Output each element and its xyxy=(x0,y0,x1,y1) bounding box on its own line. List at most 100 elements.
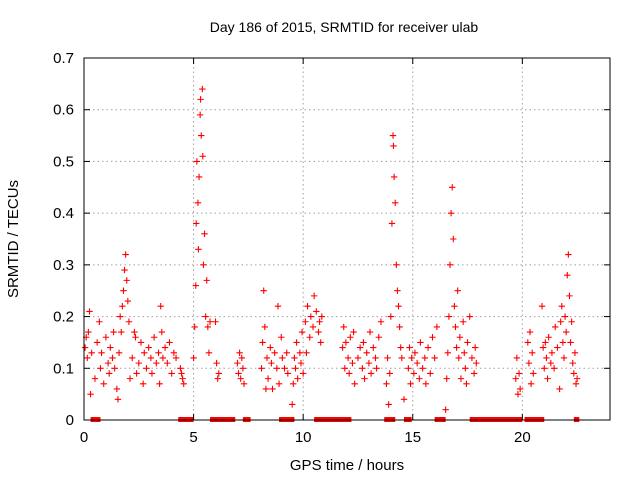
data-point xyxy=(400,396,408,403)
data-point xyxy=(307,313,315,320)
data-point xyxy=(547,359,555,367)
data-point xyxy=(365,359,373,367)
y-tick-label: 0.5 xyxy=(53,153,74,170)
data-point xyxy=(206,318,214,325)
data-point xyxy=(342,339,350,346)
data-point xyxy=(390,173,398,181)
x-tick-label: 20 xyxy=(514,429,531,446)
data-point xyxy=(464,339,471,346)
data-point xyxy=(96,318,103,325)
data-point xyxy=(527,380,535,387)
data-point xyxy=(556,385,563,393)
data-point xyxy=(360,339,367,346)
axis-ticks: 0 0.1 0.2 0.3 0.4 0.5 0.6 0.7 0 5 10 15 20 xyxy=(53,50,610,446)
data-point xyxy=(433,323,441,331)
data-point xyxy=(262,385,270,393)
data-point xyxy=(457,375,465,382)
data-point xyxy=(122,251,129,258)
data-point xyxy=(289,401,296,408)
data-point xyxy=(372,354,379,362)
data-point xyxy=(367,370,375,377)
data-point xyxy=(193,220,200,227)
data-point xyxy=(552,323,559,331)
data-point xyxy=(283,349,290,356)
data-point xyxy=(129,354,136,362)
data-point xyxy=(344,354,352,362)
data-point xyxy=(568,318,575,325)
data-point xyxy=(313,308,320,315)
data-point xyxy=(133,370,140,377)
data-point xyxy=(454,287,461,294)
y-tick-label: 0.4 xyxy=(53,205,74,222)
data-point xyxy=(179,375,186,382)
data-point xyxy=(203,277,210,284)
data-point xyxy=(275,380,283,387)
data-point xyxy=(304,303,311,310)
data-point xyxy=(137,339,145,346)
data-point xyxy=(456,334,464,341)
data-point xyxy=(98,349,105,356)
data-point xyxy=(569,359,576,367)
data-point xyxy=(135,359,142,367)
data-point xyxy=(373,365,380,372)
data-point xyxy=(215,370,222,377)
data-point xyxy=(572,380,580,387)
data-point xyxy=(114,396,122,403)
data-point xyxy=(351,380,358,387)
data-point xyxy=(393,261,400,269)
data-point xyxy=(131,328,138,336)
x-tick-label: 10 xyxy=(295,429,312,446)
data-point xyxy=(570,370,578,377)
data-point xyxy=(125,318,133,325)
data-point xyxy=(410,370,418,377)
data-point xyxy=(273,365,281,372)
data-point xyxy=(413,359,421,367)
data-point xyxy=(238,354,245,362)
data-point xyxy=(118,328,125,336)
data-point xyxy=(139,380,147,387)
data-point xyxy=(445,313,453,320)
data-point xyxy=(571,349,579,356)
data-point xyxy=(397,344,404,351)
data-point xyxy=(148,370,156,377)
data-point xyxy=(145,344,152,351)
data-point xyxy=(274,303,282,310)
data-point xyxy=(120,287,127,294)
data-point xyxy=(81,344,89,351)
data-point xyxy=(212,318,219,325)
data-point xyxy=(524,339,532,346)
data-point xyxy=(359,365,366,372)
y-tick-label: 0.2 xyxy=(53,309,74,326)
data-point xyxy=(383,380,390,387)
data-point xyxy=(97,365,104,372)
data-point xyxy=(269,385,276,393)
data-point xyxy=(443,375,450,382)
data-point xyxy=(472,344,479,351)
data-point xyxy=(302,318,309,325)
data-point xyxy=(530,370,537,377)
data-point xyxy=(388,220,396,227)
data-point xyxy=(111,365,118,372)
data-point xyxy=(431,354,438,362)
data-point xyxy=(396,323,403,331)
data-point xyxy=(525,359,533,367)
y-tick-label: 0.3 xyxy=(53,257,74,274)
data-point xyxy=(198,132,205,139)
data-point xyxy=(394,287,401,294)
data-point xyxy=(466,313,473,320)
data-point xyxy=(387,313,395,320)
data-point xyxy=(240,380,248,387)
data-point xyxy=(447,209,455,217)
data-point xyxy=(444,349,452,356)
data-point xyxy=(121,266,128,274)
data-point xyxy=(143,365,150,372)
data-point xyxy=(459,318,467,325)
data-point xyxy=(515,370,523,377)
data-point xyxy=(293,339,300,346)
data-point xyxy=(573,375,581,382)
data-point xyxy=(278,334,285,341)
data-point xyxy=(550,365,558,372)
data-point xyxy=(473,359,480,367)
data-point xyxy=(190,354,197,362)
